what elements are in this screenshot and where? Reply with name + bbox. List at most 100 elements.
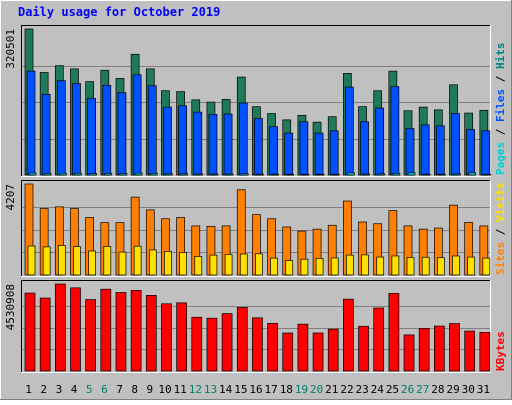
kbytes-bar <box>434 325 445 372</box>
visits-bar <box>406 257 415 276</box>
day-label: 7 <box>116 383 123 396</box>
day-label: 16 <box>249 383 262 396</box>
pages-bar <box>210 173 219 176</box>
visits-bar <box>239 253 248 276</box>
files-bar <box>420 124 430 176</box>
kbytes-bar <box>312 332 324 372</box>
kbytes-bar <box>54 283 66 372</box>
visits-bar <box>376 256 385 276</box>
files-bar <box>208 114 218 176</box>
files-bar <box>451 113 460 176</box>
kbytes-panel: 4530908 KBytes <box>4 280 507 373</box>
pages-bar <box>453 173 461 176</box>
kbytes-bar <box>145 294 157 372</box>
kbytes-bar <box>206 317 218 372</box>
pages-bar <box>225 173 234 176</box>
files-bar <box>466 129 476 176</box>
pages-bar <box>347 172 355 176</box>
files-bar <box>163 106 172 176</box>
day-label: 10 <box>158 383 171 396</box>
kbytes-bar <box>388 293 400 372</box>
kbytes-bar <box>479 332 491 372</box>
day-label: 29 <box>446 383 459 396</box>
visits-bar <box>270 257 278 276</box>
kbytes-bar <box>267 323 278 372</box>
weekend-day-label: 6 <box>101 383 108 396</box>
visits-bar <box>300 258 309 276</box>
day-label: 14 <box>219 383 233 396</box>
kbytes-bar <box>464 330 476 372</box>
kbytes-max-label: 4530908 <box>4 284 17 330</box>
visits-bar <box>73 246 81 276</box>
kbytes-bar <box>115 292 127 372</box>
visits-bar <box>467 256 476 276</box>
visits-bar <box>27 245 36 276</box>
pages-bar <box>28 172 37 176</box>
pages-bar <box>240 173 249 176</box>
pages-bar <box>377 173 386 176</box>
visits-bar <box>209 254 218 276</box>
visits-bar <box>452 255 460 276</box>
pages-bar <box>301 173 310 176</box>
day-label: 21 <box>325 383 338 396</box>
files-bar <box>41 94 51 176</box>
legend-pages: Pages <box>494 142 507 175</box>
legend-sites: Sites <box>494 242 507 275</box>
files-bar <box>390 86 400 176</box>
weekend-day-label: 20 <box>310 383 323 396</box>
day-label: 22 <box>340 383 353 396</box>
kbytes-bar <box>343 298 354 372</box>
weekend-day-label: 19 <box>295 383 308 396</box>
kbytes-bar <box>282 332 294 372</box>
kbytes-bar <box>39 297 51 372</box>
day-label: 30 <box>462 383 475 396</box>
files-bar <box>238 102 248 176</box>
visits-bar <box>57 245 66 276</box>
weekend-day-label: 27 <box>416 383 429 396</box>
pages-bar <box>316 173 325 176</box>
weekend-day-label: 26 <box>401 383 414 396</box>
legend-visits: Visits <box>494 182 507 222</box>
pages-bar <box>58 172 67 176</box>
pages-bar <box>165 173 173 176</box>
pages-bar <box>438 173 446 176</box>
visits-bar <box>148 249 157 276</box>
visits-bar <box>194 256 203 276</box>
visits-bar <box>285 260 294 276</box>
pages-bar <box>286 173 295 176</box>
kbytes-bar <box>100 288 112 372</box>
visits-bar <box>482 257 491 276</box>
files-bar <box>299 121 309 176</box>
files-bar <box>26 70 36 176</box>
pages-bar <box>104 173 113 176</box>
hits-files-pages-legend: Pages / Files / Hits <box>494 43 507 176</box>
visits-bar <box>421 256 430 276</box>
visits-bar <box>224 254 233 276</box>
files-bar <box>284 132 294 176</box>
visits-bar <box>361 254 369 276</box>
files-bar <box>87 98 96 176</box>
day-label: 18 <box>280 383 293 396</box>
day-label: 11 <box>174 383 187 396</box>
day-label: 31 <box>477 383 490 396</box>
kbytes-bar <box>70 287 81 372</box>
files-bar <box>329 130 339 176</box>
kbytes-bar <box>161 303 172 372</box>
visits-bar <box>42 246 51 276</box>
legend-hits: Hits <box>494 43 507 70</box>
pages-bar <box>483 173 492 176</box>
visits-bar <box>330 257 339 276</box>
pages-bar <box>134 172 143 176</box>
files-bar <box>147 85 157 176</box>
pages-bar <box>195 173 204 176</box>
pages-bar <box>422 173 431 176</box>
kbytes-bar <box>85 299 96 372</box>
files-bar <box>405 128 415 176</box>
sites-visits-max-label: 4207 <box>4 184 17 211</box>
files-bar <box>117 92 127 176</box>
files-bar <box>254 118 263 176</box>
files-bar <box>345 86 354 176</box>
visits-bar <box>437 257 445 276</box>
